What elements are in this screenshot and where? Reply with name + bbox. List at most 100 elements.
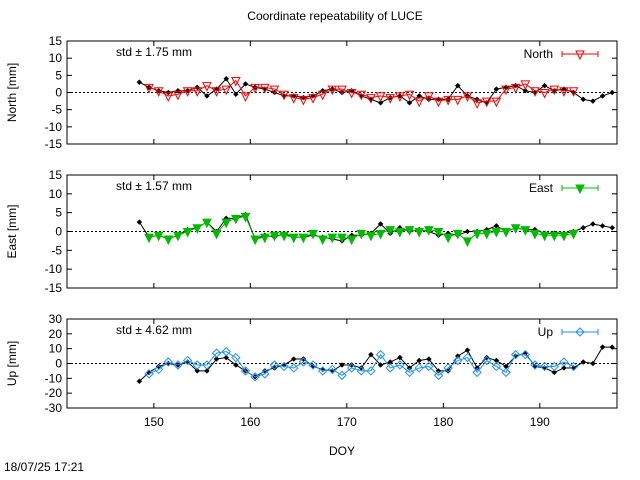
data-point-north — [366, 94, 376, 104]
data-point-up — [510, 349, 521, 360]
data-point-reference — [464, 347, 471, 354]
data-point-east — [250, 235, 260, 246]
data-point-north — [144, 83, 154, 94]
x-tick-label: 190 — [530, 415, 550, 429]
data-point-up — [173, 360, 183, 370]
data-point-up — [289, 363, 299, 373]
chart-panels: -15 -10 -5 0 5 10 15 North [mm] std ± 1.75 mm Nor… — [5, 34, 618, 458]
data-point-north — [424, 92, 434, 103]
y-tick-label: 10 — [49, 51, 63, 65]
data-point-up — [453, 355, 463, 366]
y-tick-label: -5 — [51, 103, 62, 117]
data-point-north — [501, 85, 511, 96]
data-point-north — [443, 95, 453, 106]
data-point-east — [375, 229, 386, 240]
y-tick-label: 0 — [55, 86, 62, 100]
data-point-up — [501, 367, 511, 378]
y-axis-label: East [mm] — [5, 204, 19, 258]
data-point-north — [433, 97, 444, 108]
data-point-up — [472, 367, 482, 378]
data-point-up — [279, 361, 289, 372]
y-tick-label: 20 — [49, 327, 63, 341]
data-point-up — [298, 357, 309, 367]
y-tick-label: -10 — [45, 262, 63, 276]
data-point-reference — [339, 362, 345, 368]
data-point-reference — [522, 87, 529, 94]
data-point-up — [202, 360, 212, 370]
data-point-reference — [290, 356, 297, 362]
data-point-north — [520, 80, 531, 91]
data-point-north — [240, 92, 251, 103]
data-point-up — [327, 364, 338, 375]
data-point-east — [404, 226, 415, 236]
data-point-east — [240, 212, 251, 223]
data-point-north — [337, 85, 347, 96]
legend-marker — [575, 50, 585, 61]
data-point-east — [472, 229, 482, 240]
data-point-up — [337, 370, 347, 381]
data-point-east — [346, 235, 357, 246]
data-point-up — [163, 357, 174, 367]
data-point-north — [288, 94, 299, 104]
data-point-east — [481, 229, 492, 240]
data-point-north — [559, 87, 569, 97]
data-point-north — [404, 90, 415, 101]
data-point-east — [279, 231, 289, 242]
std-annotation: std ± 1.75 mm — [116, 45, 192, 59]
data-point-reference — [580, 96, 587, 103]
data-point-east — [452, 229, 463, 240]
data-point-reference — [464, 228, 471, 235]
y-tick-label: 15 — [49, 34, 63, 48]
data-point-up — [153, 364, 164, 375]
data-point-east — [163, 235, 174, 246]
data-point-reference — [590, 360, 596, 367]
y-tick-label: 0 — [55, 357, 62, 371]
y-tick-label: 5 — [55, 68, 62, 82]
data-point-up — [414, 363, 424, 373]
y-tick-label: -15 — [45, 137, 63, 151]
data-point-east — [182, 228, 193, 238]
data-point-up — [549, 361, 559, 372]
data-point-reference — [541, 82, 548, 89]
std-annotation: std ± 4.62 mm — [116, 323, 192, 337]
y-tick-label: 10 — [49, 342, 63, 356]
data-point-north — [356, 90, 367, 101]
data-point-up — [424, 361, 434, 372]
data-point-east — [510, 224, 521, 234]
data-point-reference — [609, 344, 616, 351]
data-point-east — [424, 226, 434, 236]
data-point-reference — [204, 368, 210, 374]
x-tick-label: 150 — [144, 415, 164, 429]
y-axis-label: North [mm] — [5, 63, 19, 122]
data-point-north — [568, 87, 579, 97]
data-point-reference — [136, 219, 143, 225]
data-point-up — [356, 366, 367, 376]
data-point-reference — [377, 362, 384, 368]
data-point-reference — [194, 368, 201, 374]
legend-label: Up — [538, 325, 554, 339]
data-point-reference — [561, 365, 567, 371]
data-point-east — [317, 235, 328, 246]
data-point-reference — [416, 357, 423, 364]
data-point-east — [356, 229, 367, 240]
y-tick-label: -20 — [45, 386, 63, 400]
legend-marker — [575, 327, 585, 337]
data-point-north — [510, 83, 521, 94]
data-point-east — [385, 226, 396, 236]
data-point-north — [221, 85, 232, 96]
y-tick-label: -10 — [45, 120, 63, 134]
data-point-reference — [223, 354, 230, 361]
data-point-east — [337, 233, 347, 244]
data-point-up — [491, 361, 502, 372]
data-point-north — [153, 87, 164, 97]
data-point-reference — [609, 89, 616, 96]
data-point-north — [231, 76, 241, 87]
data-point-up — [568, 361, 579, 372]
data-point-reference — [204, 93, 210, 99]
data-point-reference — [599, 222, 606, 229]
data-point-east — [288, 233, 299, 244]
x-tick-label: 160 — [240, 415, 260, 429]
data-point-east — [462, 237, 473, 248]
